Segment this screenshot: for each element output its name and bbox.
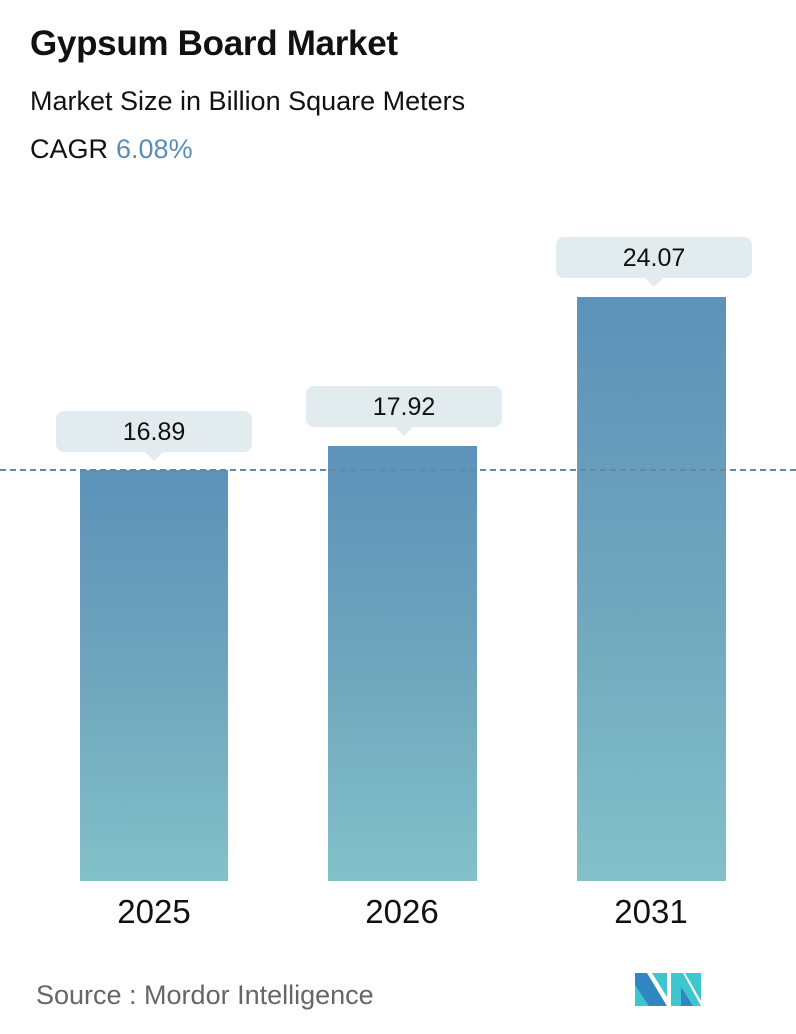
cagr: CAGR 6.08% xyxy=(30,134,193,165)
chart-title: Gypsum Board Market xyxy=(30,24,398,63)
x-label-2026: 2026 xyxy=(365,893,439,930)
x-label-2031: 2031 xyxy=(614,893,688,930)
chart-subtitle: Market Size in Billion Square Meters xyxy=(30,86,466,116)
value-label-2025: 16.89 xyxy=(56,411,252,461)
bar-2025 xyxy=(80,470,228,881)
cagr-label: CAGR xyxy=(30,134,109,164)
mordor-intelligence-logo-icon xyxy=(635,973,701,1006)
reference-line xyxy=(0,469,796,471)
value-label-2026: 17.92 xyxy=(306,386,502,436)
source-text: Source : Mordor Intelligence xyxy=(36,980,374,1010)
bar-2031 xyxy=(577,297,726,881)
cagr-value: 6.08% xyxy=(116,134,193,164)
x-label-2025: 2025 xyxy=(117,893,191,930)
value-label-2031: 24.07 xyxy=(556,237,752,287)
bar-2026 xyxy=(328,446,477,881)
